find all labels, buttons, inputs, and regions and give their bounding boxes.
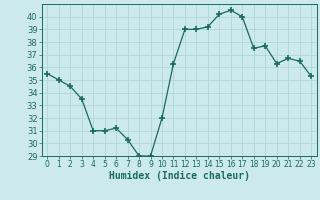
X-axis label: Humidex (Indice chaleur): Humidex (Indice chaleur) [109, 171, 250, 181]
